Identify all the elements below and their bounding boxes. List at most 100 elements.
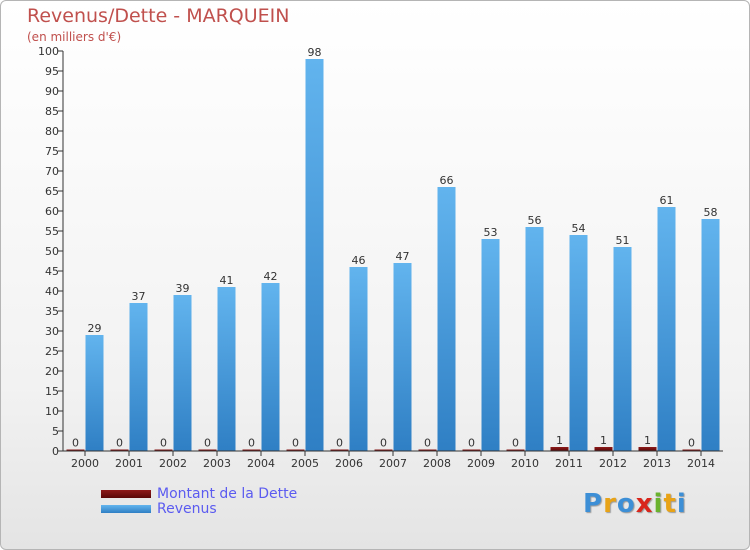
x-tick-label-2000: 2000 [71, 457, 99, 470]
bar-revenus-2005 [305, 59, 324, 451]
chart-subtitle: (en milliers d'€) [27, 30, 122, 44]
bar-dette-2005 [286, 449, 305, 451]
label-revenus-2009: 53 [484, 226, 498, 239]
bar-revenus-2006 [349, 267, 368, 451]
bar-dette-2009 [462, 449, 481, 451]
x-tick-label-2012: 2012 [599, 457, 627, 470]
bar-revenus-2011 [569, 235, 588, 451]
y-tick-label-25: 25 [45, 345, 59, 358]
y-tick-label-60: 60 [45, 205, 59, 218]
legend-label-revenus: Revenus [157, 501, 217, 517]
label-dette-2007: 0 [380, 437, 387, 450]
bar-dette-2004 [242, 449, 261, 451]
y-tick-label-85: 85 [45, 105, 59, 118]
x-tick-label-2014: 2014 [687, 457, 715, 470]
bar-revenus-2004 [261, 283, 280, 451]
bar-revenus-2014 [701, 219, 720, 451]
x-tick-label-2011: 2011 [555, 457, 583, 470]
label-revenus-2007: 47 [396, 250, 410, 263]
y-tick-label-100: 100 [38, 45, 59, 58]
bar-dette-2011 [550, 447, 569, 451]
x-tick-label-2001: 2001 [115, 457, 143, 470]
label-revenus-2001: 37 [132, 290, 146, 303]
y-tick-label-45: 45 [45, 265, 59, 278]
y-tick-label-55: 55 [45, 225, 59, 238]
label-revenus-2013: 61 [660, 194, 674, 207]
proxiti-logo: Proxiti [583, 489, 687, 519]
label-dette-2013: 1 [644, 434, 651, 447]
label-dette-2008: 0 [424, 437, 431, 450]
y-tick-label-35: 35 [45, 305, 59, 318]
logo-letter: o [616, 489, 636, 519]
bar-dette-2012 [594, 447, 613, 451]
y-tick-label-80: 80 [45, 125, 59, 138]
label-dette-2001: 0 [116, 437, 123, 450]
y-tick-label-95: 95 [45, 65, 59, 78]
bar-revenus-2008 [437, 187, 456, 451]
bar-revenus-2009 [481, 239, 500, 451]
x-tick-label-2003: 2003 [203, 457, 231, 470]
x-tick-label-2002: 2002 [159, 457, 187, 470]
label-revenus-2011: 54 [572, 222, 586, 235]
bar-dette-2006 [330, 449, 349, 451]
label-revenus-2008: 66 [440, 174, 454, 187]
x-tick-label-2013: 2013 [643, 457, 671, 470]
x-tick-label-2006: 2006 [335, 457, 363, 470]
bar-dette-2013 [638, 447, 657, 451]
x-tick-label-2005: 2005 [291, 457, 319, 470]
y-tick-label-40: 40 [45, 285, 59, 298]
label-dette-2002: 0 [160, 437, 167, 450]
logo-letter: t [663, 489, 677, 519]
y-tick-label-70: 70 [45, 165, 59, 178]
bar-revenus-2001 [129, 303, 148, 451]
label-revenus-2014: 58 [704, 206, 718, 219]
bar-dette-2010 [506, 449, 525, 451]
label-dette-2000: 0 [72, 437, 79, 450]
bar-dette-2003 [198, 449, 217, 451]
label-revenus-2003: 41 [220, 274, 234, 287]
label-dette-2014: 0 [688, 437, 695, 450]
label-revenus-2004: 42 [264, 270, 278, 283]
bar-dette-2007 [374, 449, 393, 451]
bar-revenus-2013 [657, 207, 676, 451]
label-dette-2012: 1 [600, 434, 607, 447]
legend-swatch-revenus [101, 505, 151, 513]
y-tick-label-0: 0 [52, 445, 59, 458]
x-tick-label-2008: 2008 [423, 457, 451, 470]
label-dette-2005: 0 [292, 437, 299, 450]
label-revenus-2002: 39 [176, 282, 190, 295]
y-tick-label-50: 50 [45, 245, 59, 258]
label-dette-2004: 0 [248, 437, 255, 450]
label-dette-2003: 0 [204, 437, 211, 450]
logo-letter: i [653, 489, 664, 519]
logo-letter: i [676, 489, 687, 519]
legend-swatch-dette [101, 490, 151, 498]
y-tick-label-15: 15 [45, 385, 59, 398]
label-revenus-2005: 98 [308, 46, 322, 59]
label-dette-2009: 0 [468, 437, 475, 450]
legend-label-dette: Montant de la Dette [157, 486, 298, 502]
label-dette-2010: 0 [512, 437, 519, 450]
label-revenus-2010: 56 [528, 214, 542, 227]
x-tick-label-2009: 2009 [467, 457, 495, 470]
x-tick-label-2004: 2004 [247, 457, 275, 470]
bar-dette-2001 [110, 449, 129, 451]
label-revenus-2000: 29 [88, 322, 102, 335]
y-tick-label-75: 75 [45, 145, 59, 158]
bar-revenus-2003 [217, 287, 236, 451]
bar-revenus-2012 [613, 247, 632, 451]
label-revenus-2012: 51 [616, 234, 630, 247]
chart-title: Revenus/Dette - MARQUEIN [27, 5, 290, 27]
label-dette-2011: 1 [556, 434, 563, 447]
bar-dette-2008 [418, 449, 437, 451]
bar-revenus-2002 [173, 295, 192, 451]
logo-letter: P [583, 489, 604, 519]
y-tick-label-5: 5 [52, 425, 59, 438]
x-tick-label-2010: 2010 [511, 457, 539, 470]
y-tick-label-90: 90 [45, 85, 59, 98]
bar-dette-2014 [682, 449, 701, 451]
bar-revenus-2000 [85, 335, 104, 451]
label-revenus-2006: 46 [352, 254, 366, 267]
